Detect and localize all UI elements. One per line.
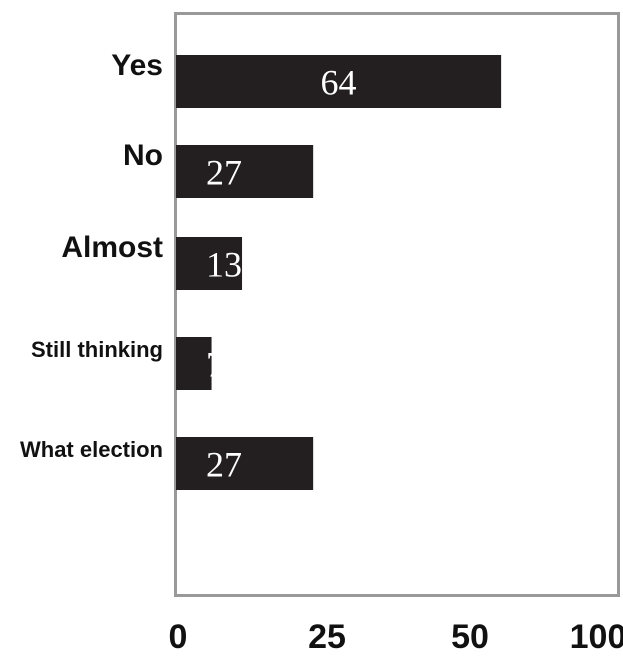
x-tick-label: 100 [570,618,623,656]
bars-layer [176,55,502,490]
bar-value-label: 7 [206,345,224,385]
x-axis-ticks: 0 25 50 100 [169,618,623,656]
category-label: Yes [111,49,163,82]
category-label: Still thinking [31,337,163,362]
labels-layer: 64 Yes 27 No 13 Almost 7 Still thinking 27 What e… [20,49,357,485]
x-tick-label: 50 [451,618,489,656]
bar-value-label: 64 [321,63,357,103]
bar-value-label: 27 [206,445,242,485]
x-tick-label: 25 [308,618,346,656]
bar-value-label: 13 [206,245,242,285]
category-label: Almost [61,231,163,264]
bar-no [176,145,314,198]
bar-still-thinking [176,337,212,390]
plot-frame [174,12,620,597]
category-label: What election [20,437,163,462]
category-label: No [123,139,163,172]
bar-almost [176,237,243,290]
bar-what-election [176,437,314,490]
x-tick-label: 0 [169,618,188,656]
bar-value-label: 27 [206,153,242,193]
bar-yes [176,55,502,108]
